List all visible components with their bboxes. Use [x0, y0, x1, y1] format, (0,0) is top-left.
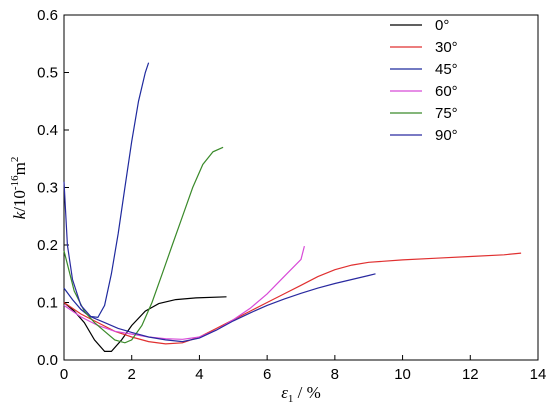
y-tick-label: 0.0 [37, 352, 58, 369]
legend-label: 75° [435, 105, 458, 122]
x-tick-label: 12 [462, 366, 479, 383]
series-line [63, 181, 376, 343]
series-line [63, 245, 305, 340]
series-line [63, 62, 150, 319]
legend-label: 60° [435, 83, 458, 100]
legend-label: 45° [435, 61, 458, 78]
x-tick-label: 4 [195, 366, 203, 383]
y-tick-label: 0.2 [37, 237, 58, 254]
legend-label: 0° [435, 17, 449, 34]
series-group [63, 62, 522, 352]
y-tick-label: 0.6 [37, 7, 58, 24]
x-tick-label: 0 [60, 366, 68, 383]
x-tick-label: 8 [331, 366, 339, 383]
y-tick-label: 0.5 [37, 65, 58, 82]
y-tick-label: 0.3 [37, 180, 58, 197]
series-line [63, 296, 227, 352]
legend: 0° 30° 45° 60° 75° 90° [390, 17, 458, 144]
x-axis-label: ε1 / % [281, 383, 321, 405]
y-tick-label: 0.1 [37, 295, 58, 312]
legend-label: 30° [435, 39, 458, 56]
y-tick-label: 0.4 [37, 122, 58, 139]
x-tick-label: 2 [128, 366, 136, 383]
x-tick-label: 14 [530, 366, 547, 383]
y-axis-label: k/10-16m2 [9, 157, 29, 220]
series-line [63, 146, 224, 344]
legend-label: 90° [435, 127, 458, 144]
x-tick-label: 10 [394, 366, 411, 383]
series-line [63, 252, 522, 345]
x-tick-label: 6 [263, 366, 271, 383]
plot-frame [63, 14, 539, 361]
